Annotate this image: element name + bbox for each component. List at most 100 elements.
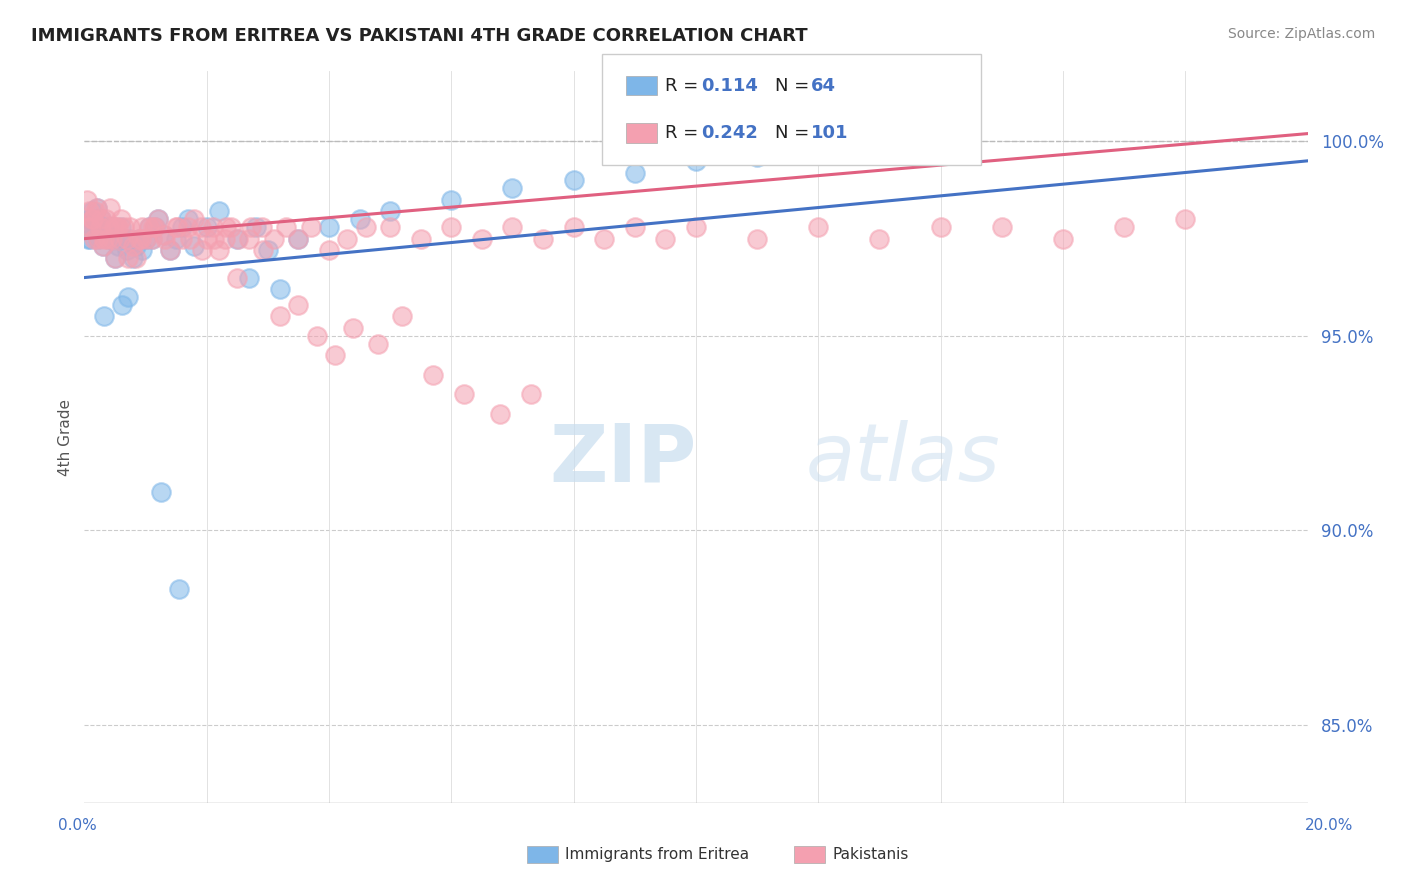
Point: [108, 232, 131, 246]
Point: [276, 219, 298, 234]
Point: [86, 201, 108, 215]
Point: [97, 232, 120, 246]
Text: Source: ZipAtlas.com: Source: ZipAtlas.com: [1227, 27, 1375, 41]
Point: [77, 212, 100, 227]
Point: [440, 219, 463, 234]
Point: [141, 232, 163, 246]
Text: N =: N =: [775, 124, 814, 142]
Point: [77, 204, 100, 219]
Point: [342, 321, 364, 335]
Point: [142, 219, 165, 234]
Point: [238, 232, 260, 246]
Point: [250, 219, 273, 234]
Point: [82, 212, 104, 227]
Point: [624, 165, 647, 179]
Point: [90, 212, 112, 227]
Point: [1052, 232, 1074, 246]
Point: [135, 232, 157, 246]
Point: [287, 298, 309, 312]
Point: [141, 232, 163, 246]
Point: [263, 232, 285, 246]
Point: [131, 219, 153, 234]
Text: 0.114: 0.114: [702, 77, 758, 95]
Point: [807, 219, 830, 234]
Point: [318, 219, 340, 234]
Point: [245, 219, 267, 234]
Point: [531, 232, 554, 246]
Point: [226, 270, 249, 285]
Point: [112, 232, 135, 246]
Point: [380, 204, 402, 219]
Point: [80, 212, 103, 227]
Point: [101, 232, 124, 246]
Point: [685, 153, 707, 168]
Point: [391, 310, 413, 324]
Point: [208, 204, 231, 219]
Point: [115, 244, 138, 258]
Point: [367, 336, 389, 351]
Point: [167, 582, 190, 596]
Text: 20.0%: 20.0%: [1305, 818, 1353, 832]
Point: [83, 219, 105, 234]
Point: [128, 232, 150, 246]
Point: [287, 232, 309, 246]
Point: [97, 219, 120, 234]
Point: [190, 219, 212, 234]
Point: [239, 219, 262, 234]
Point: [202, 232, 225, 246]
Text: 64: 64: [811, 77, 837, 95]
Point: [122, 251, 145, 265]
Text: R =: R =: [665, 124, 704, 142]
Point: [183, 239, 205, 253]
Point: [143, 219, 166, 234]
Point: [219, 219, 242, 234]
Point: [135, 232, 157, 246]
Point: [201, 219, 224, 234]
Point: [165, 219, 187, 234]
Point: [562, 173, 585, 187]
Point: [77, 219, 100, 234]
Point: [89, 219, 111, 234]
Point: [98, 201, 121, 215]
Point: [195, 219, 218, 234]
Point: [146, 212, 169, 227]
Point: [159, 244, 181, 258]
Point: [117, 251, 139, 265]
Point: [502, 219, 524, 234]
Point: [172, 219, 194, 234]
Text: N =: N =: [775, 77, 814, 95]
Point: [409, 232, 432, 246]
Point: [593, 232, 616, 246]
Point: [111, 298, 134, 312]
Point: [97, 219, 120, 234]
Point: [83, 232, 105, 246]
Point: [502, 181, 524, 195]
Point: [1114, 219, 1136, 234]
Point: [336, 232, 359, 246]
Point: [84, 212, 107, 227]
Point: [97, 232, 120, 246]
Point: [226, 232, 249, 246]
Point: [238, 270, 260, 285]
Point: [177, 212, 200, 227]
Point: [149, 484, 172, 499]
Point: [269, 310, 291, 324]
Point: [177, 219, 200, 234]
Point: [87, 232, 110, 246]
Point: [94, 212, 117, 227]
Point: [299, 219, 322, 234]
Point: [165, 232, 187, 246]
Point: [869, 142, 891, 156]
Text: R =: R =: [665, 77, 704, 95]
Point: [129, 232, 152, 246]
Point: [146, 212, 169, 227]
Text: 0.242: 0.242: [702, 124, 758, 142]
Point: [76, 219, 98, 234]
Point: [125, 251, 148, 265]
Point: [105, 219, 128, 234]
Point: [489, 407, 512, 421]
Point: [929, 219, 952, 234]
Point: [153, 227, 176, 242]
Point: [79, 232, 101, 246]
Point: [103, 219, 125, 234]
